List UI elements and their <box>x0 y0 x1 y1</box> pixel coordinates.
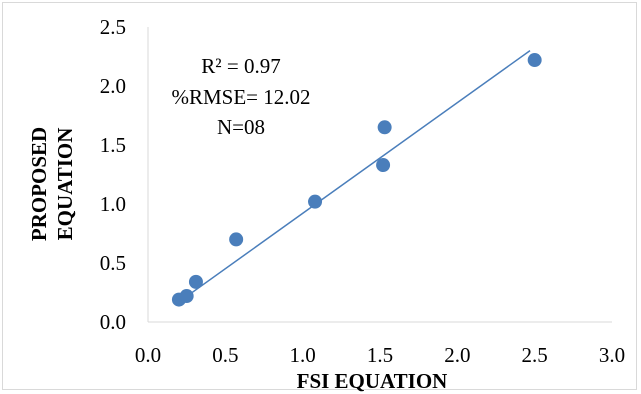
y-tick-label: 1.5 <box>100 133 126 157</box>
data-point <box>188 274 203 289</box>
annotation-rmse: %RMSE= 12.02 <box>171 85 310 109</box>
data-point <box>308 194 323 209</box>
y-axis-ticks: 0.0 0.5 1.0 1.5 2.0 2.5 <box>100 15 126 334</box>
x-axis-ticks: 0.0 0.5 1.0 1.5 2.0 2.5 3.0 <box>135 343 625 367</box>
y-tick-label: 2.0 <box>100 74 126 98</box>
y-tick-label: 0.0 <box>100 310 126 334</box>
data-point <box>527 53 542 68</box>
y-axis-title-line-1: PROPOSED <box>27 127 51 241</box>
data-point <box>377 120 392 135</box>
x-tick-label: 3.0 <box>599 343 625 367</box>
x-tick-label: 2.0 <box>444 343 470 367</box>
annotation-r-squared: R² = 0.97 <box>201 54 280 78</box>
data-point <box>376 158 391 173</box>
x-axis-title: FSI EQUATION <box>297 369 448 393</box>
trendline <box>178 49 531 303</box>
x-tick-label: 0.0 <box>135 343 161 367</box>
data-points <box>171 53 542 307</box>
y-axis-title-line-2: EQUATION <box>53 128 77 241</box>
x-tick-label: 0.5 <box>212 343 238 367</box>
x-tick-label: 2.5 <box>522 343 548 367</box>
y-tick-label: 2.5 <box>100 15 126 39</box>
data-point <box>229 232 244 247</box>
data-point <box>179 289 194 304</box>
x-tick-label: 1.0 <box>290 343 316 367</box>
y-tick-label: 0.5 <box>100 251 126 275</box>
x-tick-label: 1.5 <box>367 343 393 367</box>
chart-frame <box>2 2 637 390</box>
annotation-n: N=08 <box>217 115 265 139</box>
y-tick-label: 1.0 <box>100 192 126 216</box>
